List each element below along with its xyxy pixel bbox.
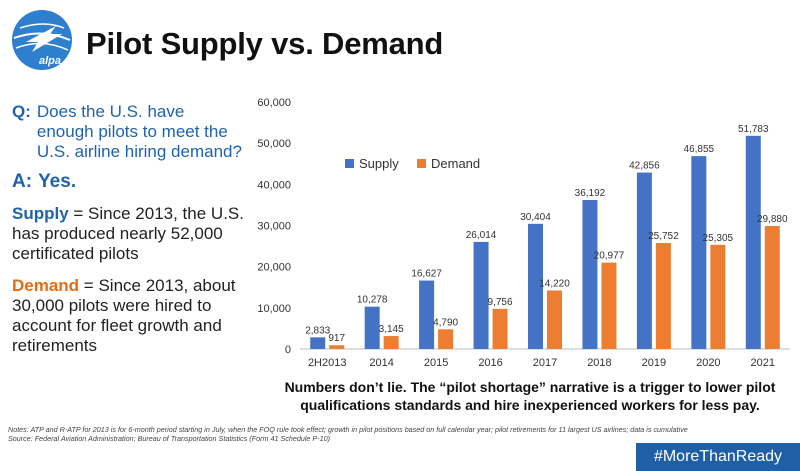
y-tick-label: 60,000 <box>257 97 291 109</box>
demand-legend-swatch <box>417 159 426 168</box>
demand-paragraph: Demand = Since 2013, about 30,000 pilots… <box>12 276 244 356</box>
y-tick-label: 50,000 <box>257 138 291 150</box>
supply-bar <box>745 135 761 349</box>
supply-data-label: 2,833 <box>305 325 330 336</box>
x-tick-label: 2016 <box>478 357 502 369</box>
x-tick-label: 2015 <box>424 357 448 369</box>
answer-label: A: <box>12 171 33 192</box>
chart-caption: Numbers don’t lie. The “pilot shortage” … <box>284 379 776 413</box>
supply-bar <box>473 241 489 349</box>
demand-bar <box>329 345 345 349</box>
x-tick-label: 2021 <box>751 357 775 369</box>
demand-data-label: 14,220 <box>539 278 570 289</box>
demand-bar <box>547 290 562 349</box>
demand-data-label: 29,880 <box>757 214 788 225</box>
demand-bar <box>710 244 726 349</box>
supply-demand-bar-chart: 0 10,000 20,000 30,000 40,000 50,000 60,000 2H2… <box>257 97 790 369</box>
supply-data-label: 36,192 <box>575 188 606 199</box>
demand-data-label: 4,790 <box>433 317 458 328</box>
notes-line: Notes: ATP and R-ATP for 2013 is for 6-m… <box>8 425 688 434</box>
supply-bar <box>364 306 380 349</box>
x-tick-label: 2017 <box>533 357 557 369</box>
supply-legend-label: Supply <box>359 156 399 171</box>
demand-data-label: 25,305 <box>703 233 734 244</box>
demand-text: = Since 2013, about 30,000 pilots were h… <box>12 276 236 355</box>
supply-data-label: 26,014 <box>466 230 497 241</box>
supply-text: = Since 2013, the U.S. has produced near… <box>12 204 244 263</box>
demand-bar <box>438 329 454 349</box>
alpa-logo-icon: alpa <box>12 10 72 70</box>
supply-bar <box>310 337 326 349</box>
x-tick-label: 2018 <box>587 357 611 369</box>
supply-data-label: 30,404 <box>520 212 551 223</box>
y-tick-label: 20,000 <box>257 262 291 274</box>
question-label: Q: <box>12 102 31 121</box>
supply-data-label: 51,783 <box>738 124 769 135</box>
y-tick-label: 10,000 <box>257 303 291 315</box>
supply-data-label: 10,278 <box>357 295 388 306</box>
summary-panel: Q: Does the U.S. have enough pilots to m… <box>12 102 244 356</box>
page-title: Pilot Supply vs. Demand <box>86 26 444 61</box>
demand-data-label: 3,145 <box>379 324 404 335</box>
y-tick-label: 40,000 <box>257 179 291 191</box>
demand-legend-label: Demand <box>431 156 480 171</box>
demand-data-label: 9,756 <box>488 297 513 308</box>
supply-legend-swatch <box>345 159 354 168</box>
demand-data-label: 25,752 <box>648 231 679 242</box>
supply-paragraph: Supply = Since 2013, the U.S. has produc… <box>12 204 244 264</box>
demand-bar <box>492 308 508 349</box>
hashtag-banner: #MoreThanReady <box>636 443 800 471</box>
demand-bar <box>383 336 399 349</box>
x-tick-label: 2019 <box>642 357 666 369</box>
answer-text: Yes. <box>38 171 77 192</box>
y-tick-label: 0 <box>285 344 291 356</box>
x-tick-label: 2020 <box>696 357 720 369</box>
logo-text: alpa <box>39 55 61 67</box>
source-line: Source: Federal Aviation Administration;… <box>8 434 330 443</box>
demand-label: Demand <box>12 276 80 295</box>
supply-data-label: 42,856 <box>629 161 660 172</box>
demand-data-label: 917 <box>328 333 345 344</box>
supply-bar <box>582 200 598 349</box>
supply-data-label: 16,627 <box>411 269 442 280</box>
question-text: Does the U.S. have enough pilots to meet… <box>36 102 242 161</box>
x-tick-label: 2014 <box>369 357 393 369</box>
supply-bar <box>691 156 707 349</box>
x-tick-label: 2H2013 <box>308 357 347 369</box>
supply-bar <box>419 280 435 349</box>
y-tick-label: 30,000 <box>257 221 291 233</box>
supply-bar <box>636 172 652 349</box>
footnotes: Notes: ATP and R-ATP for 2013 is for 6-m… <box>8 425 798 443</box>
answer: A: Yes. <box>12 172 244 192</box>
supply-label: Supply <box>12 204 69 223</box>
demand-data-label: 20,977 <box>594 251 625 262</box>
question: Q: Does the U.S. have enough pilots to m… <box>12 102 244 162</box>
demand-bar <box>764 225 780 349</box>
supply-data-label: 46,855 <box>684 144 715 155</box>
supply-bar <box>528 223 543 349</box>
demand-bar <box>655 242 671 349</box>
demand-bar <box>601 262 617 349</box>
